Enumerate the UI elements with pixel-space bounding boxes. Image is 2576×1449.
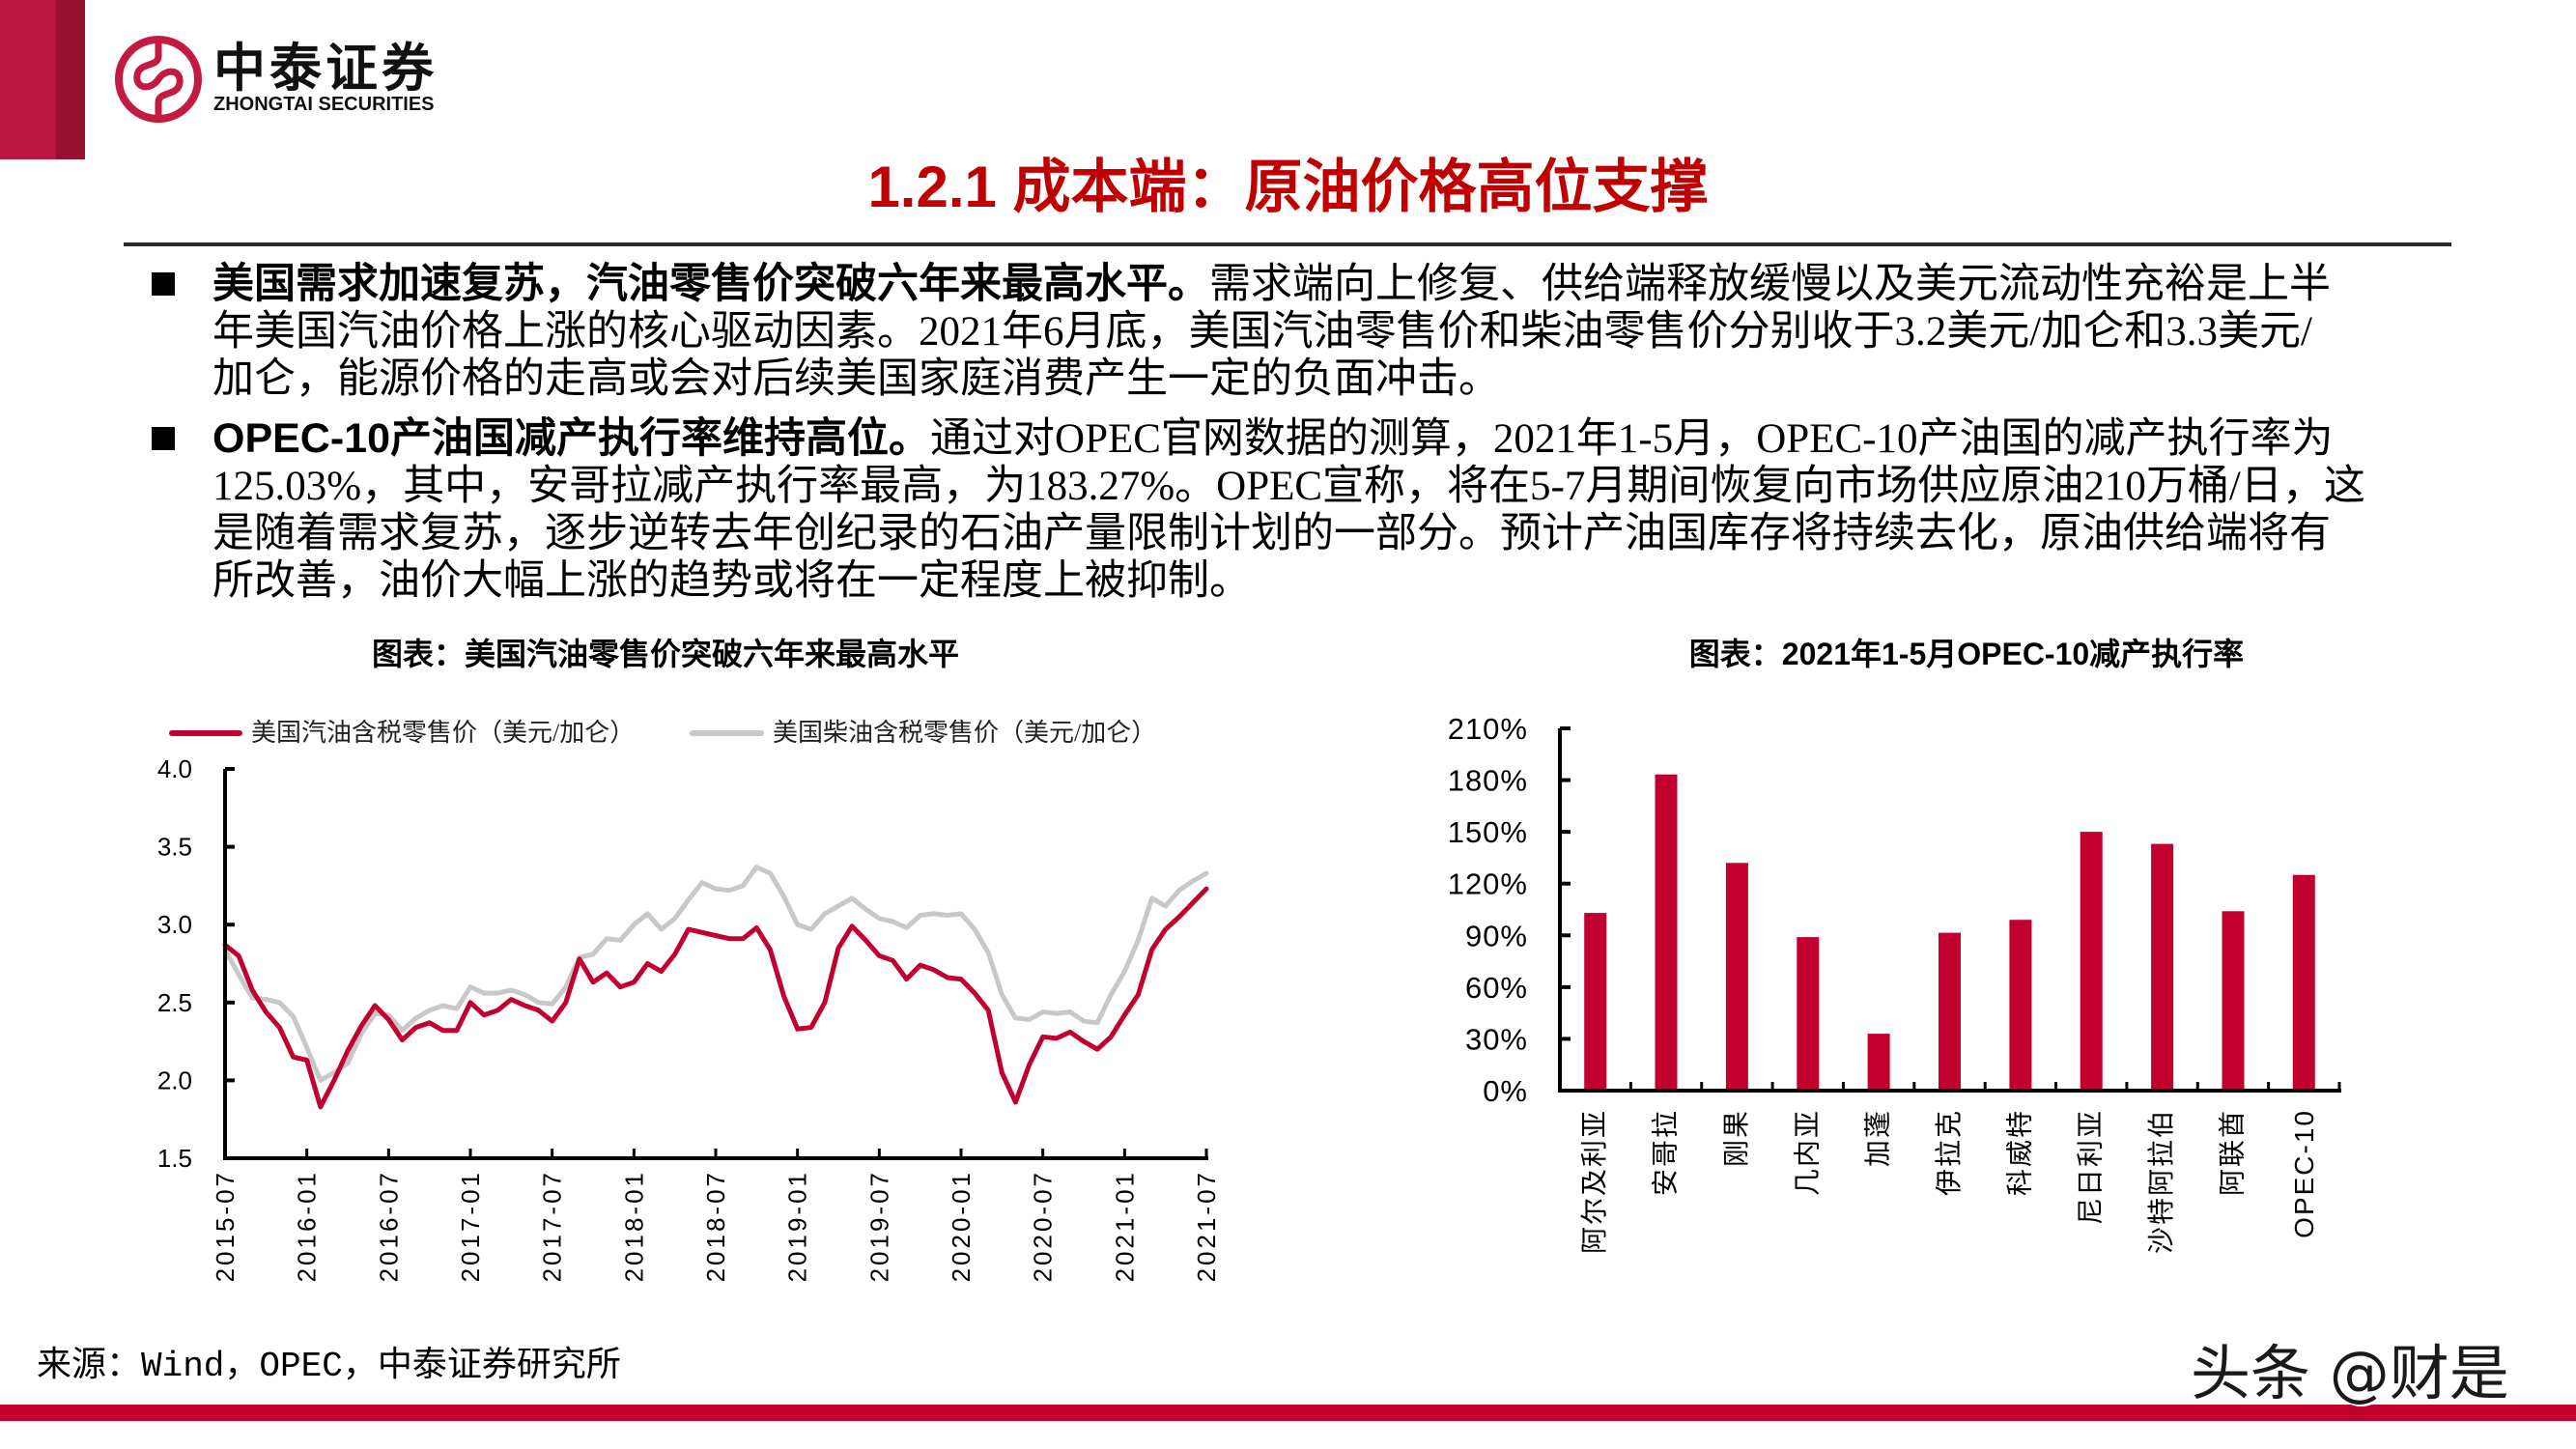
- x-tick-label: 2017-07: [538, 1170, 567, 1282]
- x-tick-label: 2016-01: [293, 1170, 322, 1282]
- series-line-1: [222, 865, 1209, 1083]
- x-category-label: 科威特: [2004, 1109, 2035, 1196]
- paragraph-line: 美国需求加速复苏，汽油零售价突破六年来最高水平。需求端向上修复、供给端释放缓慢以…: [212, 261, 2331, 308]
- bar: [1867, 1034, 1890, 1091]
- bullet-square-icon: [152, 272, 175, 296]
- legend-swatch-diesel: [690, 730, 764, 736]
- bullet-paragraph-opec: OPEC-10产油国减产执行率维持高位。通过对OPEC官网数据的测算，2021年…: [212, 415, 2365, 605]
- company-logo-icon: [115, 36, 202, 123]
- footer-bar: [0, 1405, 2576, 1421]
- x-category-label: 刚果: [1722, 1109, 1752, 1167]
- gasoline-diesel-price-line-chart: 1.5 2.0 2.5 3.0 3.5 4.0 2015-07 2016-01 2016-07 2…: [157, 754, 1221, 1282]
- x-category-label: 阿尔及利亚: [1579, 1109, 1610, 1254]
- bar: [1584, 913, 1607, 1091]
- series-line-0: [222, 886, 1209, 1110]
- x-tick-label: 2018-01: [619, 1170, 648, 1282]
- y-tick-label: 90%: [1465, 919, 1528, 952]
- bar: [2080, 832, 2103, 1091]
- x-category-label: 加蓬: [1863, 1109, 1894, 1167]
- bar: [2009, 920, 2032, 1091]
- line-chart-title: 图表：美国汽油零售价突破六年来最高水平: [371, 637, 959, 671]
- opec-compliance-bar-chart: 阿尔及利亚 安哥拉 刚果 几内亚 加蓬 伊拉克 科威特 尼日利亚 沙特阿拉伯 阿联酋 OPEC-10…: [1448, 712, 2341, 1254]
- x-tick-label: 2020-01: [947, 1170, 976, 1282]
- paragraph-line: 加仑，能源价格的走高或会对后续美国家庭消费产生一定的负面冲击。: [212, 356, 1500, 402]
- paragraph-text: 通过对OPEC官网数据的测算，2021年1-5月，OPEC-10产油国的减产执行…: [930, 416, 2334, 462]
- x-tick-label: 2016-07: [374, 1170, 403, 1282]
- x-tick-label: 2015-07: [211, 1170, 240, 1282]
- x-tick-label: 2019-07: [864, 1170, 893, 1282]
- y-tick-label: 210%: [1448, 712, 1528, 746]
- source-note: 来源：Wind，OPEC，中泰证券研究所: [37, 1347, 621, 1386]
- bullet-paragraph-demand: 美国需求加速复苏，汽油零售价突破六年来最高水平。需求端向上修复、供给端释放缓慢以…: [212, 261, 2331, 403]
- bar: [2292, 874, 2315, 1091]
- bullet-lead: 美国需求加速复苏，汽油零售价突破六年来最高水平。: [212, 261, 1209, 307]
- bar: [1655, 774, 1678, 1091]
- x-category-label: 几内亚: [1792, 1109, 1823, 1196]
- brand-corner-bar-dark: [56, 0, 85, 159]
- x-category-label: OPEC-10: [2289, 1109, 2319, 1238]
- y-tick-label: 3.0: [157, 910, 192, 939]
- title-divider: [124, 242, 2451, 246]
- bar: [1797, 937, 1820, 1091]
- paragraph-text: 需求端向上修复、供给端释放缓慢以及美元流动性充裕是上半: [1209, 262, 2331, 307]
- logo-chinese-name: 中泰证券: [213, 40, 438, 98]
- legend-label-gasoline: 美国汽油含税零售价（美元/加仑）: [251, 719, 636, 747]
- watermark: 头条 @财是: [2191, 1338, 2509, 1408]
- bar: [1725, 863, 1748, 1091]
- y-tick-label: 30%: [1465, 1022, 1528, 1056]
- legend-label-diesel: 美国柴油含税零售价（美元/加仑）: [773, 719, 1157, 747]
- bar: [2222, 911, 2245, 1091]
- x-tick-label: 2021-01: [1110, 1170, 1139, 1282]
- paragraph-line: 所改善，油价大幅上涨的趋势或将在一定程度上被抑制。: [212, 558, 1251, 604]
- bullet-square-icon: [152, 427, 175, 450]
- brand-corner-bar: [0, 0, 56, 159]
- y-tick-label: 150%: [1448, 815, 1528, 849]
- x-tick-label: 2018-07: [701, 1170, 730, 1282]
- x-tick-label: 2021-07: [1192, 1170, 1221, 1282]
- paragraph-line: 是随着需求复苏，逐步逆转去年创纪录的石油产量限制计划的一部分。预计产油国库存将持…: [212, 511, 2331, 556]
- bar: [1939, 932, 1961, 1091]
- paragraph-line: OPEC-10产油国减产执行率维持高位。通过对OPEC官网数据的测算，2021年…: [212, 415, 2365, 463]
- x-category-label: 阿联酋: [2217, 1109, 2248, 1196]
- bar-chart-title: 图表：2021年1-5月OPEC-10减产执行率: [1688, 637, 2245, 671]
- paragraph-line: 125.03%，其中，安哥拉减产执行率最高，为183.27%。OPEC宣称，将在…: [212, 464, 2365, 509]
- y-tick-label: 180%: [1448, 764, 1528, 798]
- y-tick-label: 4.0: [157, 754, 192, 783]
- y-tick-label: 0%: [1483, 1074, 1528, 1108]
- x-category-label: 沙特阿拉伯: [2146, 1109, 2177, 1254]
- x-tick-label: 2020-07: [1029, 1170, 1058, 1282]
- y-tick-label: 120%: [1448, 867, 1528, 901]
- x-tick-label: 2019-01: [783, 1170, 812, 1282]
- y-tick-label: 60%: [1465, 971, 1528, 1005]
- x-category-label: 伊拉克: [1934, 1109, 1965, 1196]
- y-tick-label: 3.5: [157, 833, 192, 862]
- x-category-label: 尼日利亚: [2076, 1109, 2107, 1225]
- y-tick-label: 2.0: [157, 1065, 192, 1094]
- x-category-label: 安哥拉: [1651, 1109, 1682, 1196]
- paragraph-line: 年美国汽油价格上涨的核心驱动因素。2021年6月底，美国汽油零售价和柴油零售价分…: [212, 309, 2312, 355]
- bar: [2151, 843, 2174, 1091]
- y-tick-label: 2.5: [157, 988, 192, 1017]
- x-tick-label: 2017-01: [456, 1170, 485, 1282]
- bullet-lead: OPEC-10产油国减产执行率维持高位。: [212, 415, 931, 462]
- y-tick-label: 1.5: [157, 1144, 192, 1173]
- page-title: 1.2.1 成本端：原油价格高位支撑: [867, 155, 1709, 219]
- logo-english-name: ZHONGTAI SECURITIES: [213, 94, 435, 115]
- legend-swatch-gasoline: [169, 730, 242, 736]
